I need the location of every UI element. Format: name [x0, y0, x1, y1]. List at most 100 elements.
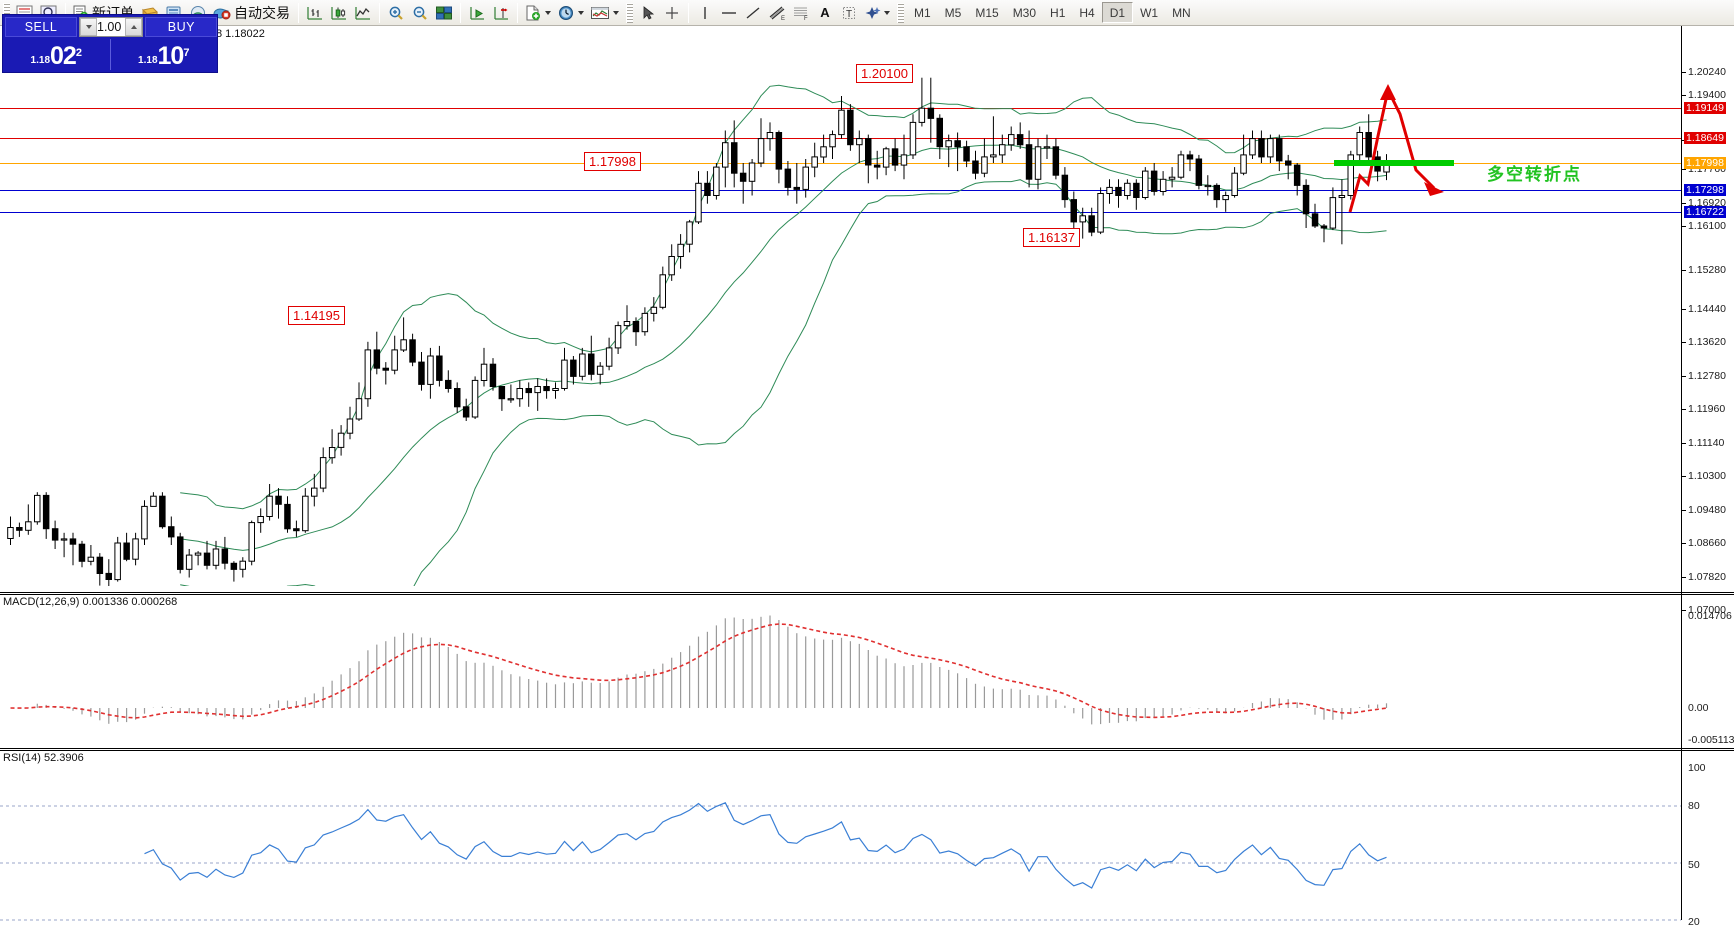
timeframe-d1[interactable]: D1 [1101, 2, 1134, 23]
support-line-1-16722[interactable] [0, 212, 1681, 213]
equidistant-channel-icon[interactable]: E [765, 2, 789, 24]
candle-body [1365, 132, 1372, 158]
candle-body [257, 516, 264, 524]
autotrading-button[interactable]: 自动交易 [210, 2, 294, 24]
chevron-down-icon-2[interactable] [578, 10, 584, 15]
candle-body [480, 363, 488, 382]
candle-body [319, 457, 327, 489]
candle-body [695, 182, 702, 223]
timeframe-h1[interactable]: H1 [1050, 5, 1066, 20]
price-tick-label: 1.16100 [1688, 220, 1726, 232]
candle-body [489, 363, 497, 388]
candle-body [1016, 134, 1024, 146]
rsi-tick-label: 80 [1688, 800, 1700, 812]
pivot-line-1-17998[interactable] [0, 163, 1681, 164]
arrows-icon[interactable] [861, 2, 894, 24]
periods-icon[interactable] [555, 2, 588, 24]
sell-button[interactable]: SELL [5, 17, 77, 37]
candle-body [757, 138, 765, 164]
candle-body [981, 156, 988, 174]
toolbar-grip-2[interactable] [626, 2, 633, 23]
candle-body [731, 142, 738, 174]
price-tick [1682, 376, 1686, 377]
price-tick [1682, 443, 1686, 444]
support-line-1-17298[interactable] [0, 190, 1681, 191]
candle-body [614, 325, 622, 349]
buy-price[interactable]: 1.18 10 7 [111, 39, 218, 70]
vertical-line-icon[interactable] [693, 2, 717, 24]
timeframe-m30[interactable]: M30 [1012, 5, 1037, 20]
candle-body [1213, 184, 1220, 201]
candle-body [1258, 138, 1265, 158]
one-click-trading-panel[interactable]: SELL 1.00 BUY 1.18 02 2 1.18 10 7 [2, 14, 218, 73]
crosshair-icon[interactable] [660, 2, 684, 24]
candle-body [454, 388, 461, 408]
timeframe-h4[interactable]: H4 [1079, 5, 1095, 20]
candle-body [900, 154, 908, 166]
auto-scroll-icon[interactable] [465, 2, 489, 24]
candlestick-chart-icon[interactable] [327, 2, 351, 24]
cursor-icon[interactable] [636, 2, 660, 24]
resistance-line-1-19149[interactable] [0, 108, 1681, 109]
price-tick [1682, 342, 1686, 343]
templates-icon[interactable] [588, 2, 623, 24]
indicators-icon[interactable] [522, 2, 555, 24]
price-tick-label: 1.07820 [1688, 571, 1726, 583]
candle-body [873, 164, 881, 168]
timeframe-w1[interactable]: W1 [1140, 5, 1159, 20]
timeframe-mn[interactable]: MN [1172, 5, 1191, 20]
timeframe-m1[interactable]: M1 [914, 5, 931, 20]
line-chart-icon[interactable] [351, 2, 375, 24]
toolbar-grip[interactable] [3, 2, 10, 23]
sell-price[interactable]: 1.18 02 2 [3, 39, 111, 70]
candle-body [96, 556, 104, 575]
timeframe-m15[interactable]: M15 [975, 5, 999, 20]
text-icon[interactable]: A [820, 5, 830, 20]
volume-value[interactable]: 1.00 [97, 20, 122, 34]
candle-body [105, 572, 112, 581]
candle-body [311, 487, 318, 497]
timeframe-m5[interactable]: M5 [944, 5, 962, 20]
green-support-segment[interactable] [1334, 160, 1454, 166]
volume-stepper[interactable]: 1.00 [79, 17, 144, 37]
volume-increase-button[interactable] [125, 18, 143, 36]
horizontal-line-icon[interactable] [717, 2, 741, 24]
resistance-line-1-18649[interactable] [0, 138, 1681, 139]
price-axis[interactable]: 1.202401.194001.185601.177601.169201.161… [1682, 26, 1734, 920]
rsi-chart-svg[interactable] [0, 760, 1681, 946]
text-label-icon[interactable]: T [837, 2, 861, 24]
candle-body [373, 349, 381, 369]
trendline-icon[interactable] [741, 2, 765, 24]
chevron-down-icon[interactable] [545, 10, 551, 15]
candle-body [650, 306, 658, 314]
fibonacci-retracement-icon[interactable]: F [789, 2, 813, 24]
candle-body [561, 359, 568, 390]
candle-body [7, 527, 14, 539]
candle-body [748, 162, 756, 182]
candle-body [275, 495, 282, 505]
volume-decrease-button[interactable] [80, 18, 97, 36]
buy-button[interactable]: BUY [145, 17, 218, 37]
macd-chart-svg[interactable] [0, 604, 1681, 744]
chart-canvas[interactable]: EURUSD-,Daily 1.17775 1.18222 1.17578 1.… [0, 26, 1734, 946]
bar-chart-icon[interactable] [303, 2, 327, 24]
chevron-down-icon-4[interactable] [884, 10, 890, 15]
toolbar-grip-3[interactable] [897, 2, 904, 23]
price-tick-label: 1.13620 [1688, 336, 1726, 348]
tile-windows-icon[interactable] [432, 2, 456, 24]
candle-body [918, 107, 926, 123]
autotrading-label: 自动交易 [234, 4, 290, 21]
toolbar-separator-4 [460, 2, 461, 23]
candle-body [471, 379, 479, 418]
svg-text:E: E [781, 16, 785, 21]
zigzag-arrow-drawing[interactable] [1338, 84, 1478, 224]
candle-body [1052, 146, 1060, 176]
zoom-in-icon[interactable] [384, 2, 408, 24]
chart-shift-icon[interactable] [489, 2, 513, 24]
price-chart-svg[interactable] [0, 26, 1681, 586]
candle-body [668, 256, 675, 276]
candle-body [1025, 144, 1033, 180]
candle-body [686, 221, 693, 245]
chevron-down-icon-3[interactable] [613, 10, 619, 15]
zoom-out-icon[interactable] [408, 2, 432, 24]
